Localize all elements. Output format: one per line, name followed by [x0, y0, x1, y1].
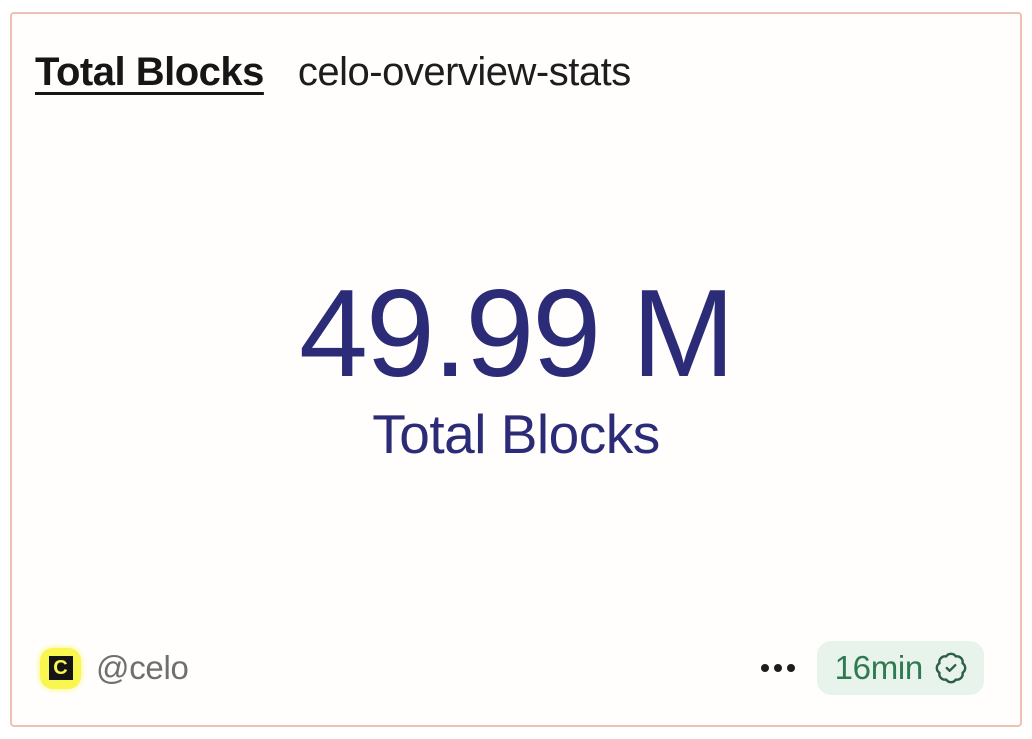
- stat-label: Total Blocks: [372, 403, 660, 466]
- author-handle: @celo: [96, 649, 189, 686]
- stat-card: Total Blocks celo-overview-stats 49.99 M…: [10, 12, 1022, 727]
- celo-logo-icon: C: [40, 647, 81, 689]
- ellipsis-menu-icon[interactable]: [759, 654, 797, 682]
- celo-logo-letter: C: [48, 656, 73, 680]
- badge-check-icon: [935, 652, 967, 684]
- stat-counter: 49.99 M Total Blocks: [12, 96, 1020, 641]
- refresh-age-label: 16min: [834, 649, 924, 686]
- card-footer: C @celo 16min: [12, 641, 1020, 725]
- stat-value: 49.99 M: [298, 265, 735, 404]
- dashboard-name-link[interactable]: celo-overview-stats: [297, 50, 631, 94]
- freshness-badge[interactable]: 16min: [816, 641, 984, 695]
- card-header: Total Blocks celo-overview-stats: [12, 14, 1020, 96]
- author-link[interactable]: C @celo: [40, 647, 189, 689]
- footer-actions: 16min: [759, 641, 984, 695]
- widget-title-link[interactable]: Total Blocks: [35, 50, 264, 94]
